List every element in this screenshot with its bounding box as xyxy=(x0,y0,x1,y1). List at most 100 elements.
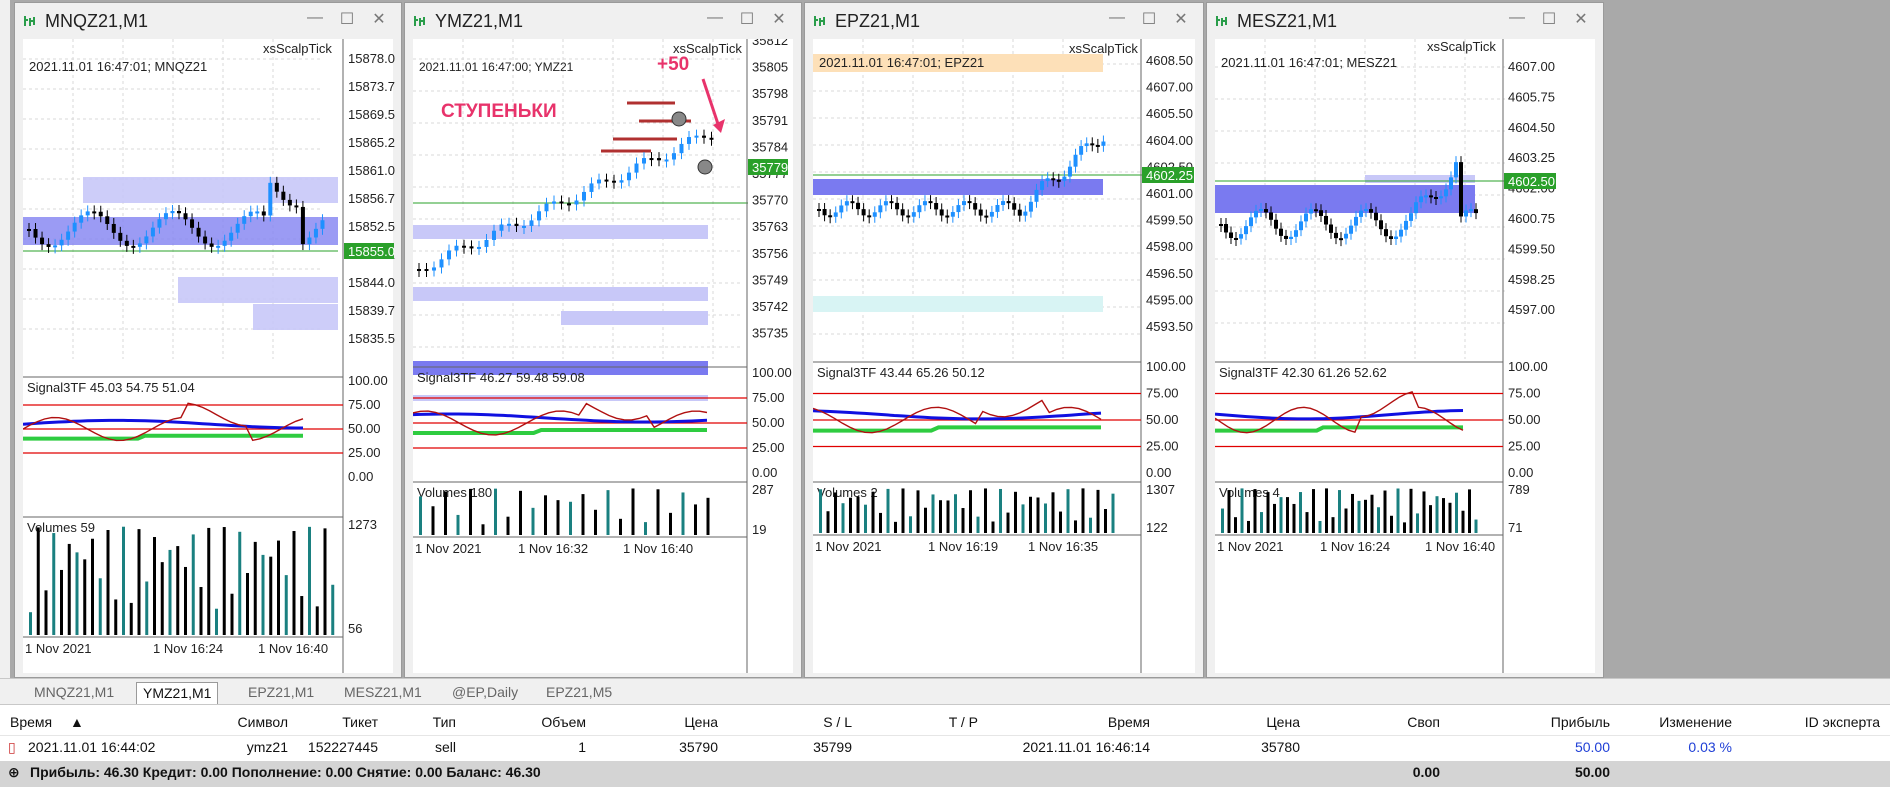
chart-window-epz21[interactable]: EPZ21,M1 — ☐ ✕ 4608.50 4607.00 4605.50 4604… xyxy=(804,2,1204,678)
price-tick: 4605.50 xyxy=(1146,106,1193,121)
maximize-button[interactable]: ☐ xyxy=(1141,11,1157,28)
chart-window-mesz21[interactable]: MESZ21,M1 — ☐ ✕ 4607.00 4605.75 4604.50 460… xyxy=(1206,2,1604,678)
minimize-button[interactable]: — xyxy=(307,9,323,26)
candle-body xyxy=(248,211,253,217)
volume-bar xyxy=(153,537,156,635)
window-titlebar[interactable]: YMZ21,M1 — ☐ ✕ xyxy=(405,3,801,39)
candle-body xyxy=(462,245,466,248)
maximize-button[interactable]: ☐ xyxy=(739,11,755,28)
col-change[interactable]: Изменение xyxy=(1659,714,1732,730)
close-button[interactable]: ✕ xyxy=(1574,11,1588,28)
volume-bar xyxy=(569,501,572,535)
minimize-button[interactable]: — xyxy=(707,9,723,26)
candle-body xyxy=(432,267,436,271)
candle-body xyxy=(1084,143,1089,147)
close-button[interactable]: ✕ xyxy=(372,11,386,28)
price-tick: 15852.50 xyxy=(348,219,395,234)
current-price-badge xyxy=(344,243,394,259)
volume-bar xyxy=(916,490,920,533)
col-price2[interactable]: Цена xyxy=(1266,714,1300,730)
candle-body xyxy=(1023,211,1028,216)
volume-bar xyxy=(230,593,234,635)
chart-body[interactable]: 15878.00 15873.75 15869.50 15865.25 15861.00… xyxy=(23,39,395,673)
close-button[interactable]: ✕ xyxy=(1174,11,1188,28)
expand-icon[interactable]: ⊕ xyxy=(8,764,20,780)
volume-label: Volumes 2 xyxy=(817,485,878,500)
chart-icon xyxy=(814,16,825,26)
candle-body xyxy=(1006,201,1011,204)
price-chart[interactable]: 4607.004605.754604.504603.254602.004600.… xyxy=(1215,39,1597,673)
col-profit[interactable]: Прибыль xyxy=(1550,714,1610,730)
maximize-button[interactable]: ☐ xyxy=(1541,11,1557,28)
col-symbol[interactable]: Символ xyxy=(237,714,288,730)
close-button[interactable]: ✕ xyxy=(772,11,786,28)
tab-epz21-m5[interactable]: EPZ21,M5 xyxy=(546,684,613,700)
col-time2[interactable]: Время xyxy=(1107,714,1150,730)
candles xyxy=(27,176,325,254)
table-row[interactable]: ▯ 2021.11.01 16:44:02 ymz21 152227445 se… xyxy=(0,735,1890,759)
candle-body xyxy=(118,232,123,241)
price-chart[interactable]: 15878.00 15873.75 15869.50 15865.25 15861.00… xyxy=(23,39,395,673)
chart-window-mnqz21[interactable]: MNQZ21,M1 — ☐ ✕ 15878.00 15873.75 15869.50… xyxy=(14,2,402,678)
volume-bar xyxy=(819,489,822,533)
window-titlebar[interactable]: EPZ21,M1 — ☐ ✕ xyxy=(805,3,1203,39)
volume-bar xyxy=(331,584,335,635)
chart-window-ymz21[interactable]: YMZ21,M1 — ☐ ✕ xyxy=(404,2,802,678)
window-titlebar[interactable]: MESZ21,M1 — ☐ ✕ xyxy=(1207,3,1603,39)
window-titlebar[interactable]: MNQZ21,M1 — ☐ ✕ xyxy=(15,3,401,39)
maximize-button[interactable]: ☐ xyxy=(339,11,355,28)
tab-epz21[interactable]: EPZ21,M1 xyxy=(248,684,315,700)
col-swap[interactable]: Своп xyxy=(1407,714,1440,730)
candle-body xyxy=(642,158,646,164)
volume-bar xyxy=(176,546,180,635)
candle-body xyxy=(111,223,116,233)
chart-body[interactable]: +50 СТУПЕНЬКИ 35812 35805 35798 35791 35784 3… xyxy=(413,39,793,673)
col-time[interactable]: Время xyxy=(10,714,53,730)
volume-bar xyxy=(246,573,249,635)
volume-bar xyxy=(184,566,187,635)
tab-ymz21[interactable]: YMZ21,M1 xyxy=(136,682,219,704)
candle-body xyxy=(66,231,71,240)
volume-bar xyxy=(1351,493,1354,533)
chart-body[interactable]: 4607.004605.754604.504603.254602.004600.… xyxy=(1215,39,1595,673)
volume-bar xyxy=(277,540,280,635)
chart-icon xyxy=(414,16,425,26)
candle-body xyxy=(255,211,260,214)
candle-body xyxy=(85,211,90,216)
candle-body xyxy=(822,209,827,216)
price-tick: 4604.00 xyxy=(1146,133,1193,148)
col-type[interactable]: Тип xyxy=(432,714,456,730)
candle-body xyxy=(1219,224,1223,226)
chart-body[interactable]: 4608.50 4607.00 4605.50 4604.00 4602.50 4601.… xyxy=(813,39,1195,673)
volume-bar xyxy=(1396,488,1400,533)
cell-sl: 35799 xyxy=(813,739,852,755)
tab-ep-daily[interactable]: @EP,Daily xyxy=(452,684,519,700)
col-tp[interactable]: T / P xyxy=(948,714,978,730)
candle-body xyxy=(833,212,838,217)
volume-bar xyxy=(1416,513,1419,533)
col-ticket[interactable]: Тикет xyxy=(342,714,378,730)
volume-bar xyxy=(1331,517,1335,533)
candle-body xyxy=(1079,146,1084,155)
tab-mnqz21[interactable]: MNQZ21,M1 xyxy=(34,684,115,700)
volume-bar xyxy=(631,488,635,535)
tab-mesz21[interactable]: MESZ21,M1 xyxy=(344,684,422,700)
col-price[interactable]: Цена xyxy=(684,714,718,730)
volume-bar xyxy=(122,526,125,635)
volume-bar xyxy=(909,516,912,533)
volume-bar xyxy=(431,506,435,535)
col-volume[interactable]: Объем xyxy=(541,714,586,730)
price-chart[interactable]: 4608.504607.004605.504604.004602.504601.… xyxy=(813,39,1197,673)
candle-body xyxy=(709,137,714,140)
col-sl[interactable]: S / L xyxy=(823,714,852,730)
candle-body xyxy=(1314,209,1318,212)
volume-bar xyxy=(1318,520,1322,533)
candle-body xyxy=(1459,162,1463,217)
candle-body xyxy=(1062,176,1067,181)
price-chart[interactable]: +50 СТУПЕНЬКИ 35812 35805 35798 35791 35784 3… xyxy=(413,39,795,673)
candle-body xyxy=(702,135,706,138)
candle-body xyxy=(203,236,208,244)
minimize-button[interactable]: — xyxy=(1509,9,1525,26)
col-expert[interactable]: ID эксперта xyxy=(1804,714,1880,730)
minimize-button[interactable]: — xyxy=(1109,9,1125,26)
